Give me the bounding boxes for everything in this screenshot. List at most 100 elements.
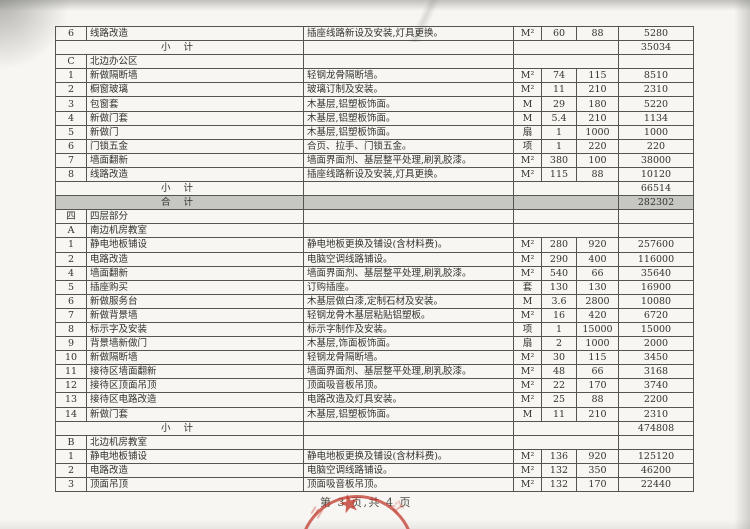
total-cell [618,209,694,225]
quote-table-body: 6 线路改造 插座线路新设及安装,灯具更换。 M² 60 88 5280 小 计 35034 C 北… [55,25,694,493]
quantity-cell: 25 [541,392,577,408]
description-cell: 木基层,铝塑板饰面。 [303,110,514,126]
total-cell: 2310 [618,82,694,98]
unit-price-cell: 350 [576,462,619,479]
total-cell: 3740 [618,378,694,394]
unit-cell: M² [513,350,542,366]
unit-cell: M² [513,265,542,281]
row-number-cell: 2 [55,462,87,479]
merged-empty-cell [513,223,619,239]
table-row: 7 新做背景墙 轻钢龙骨木基层粘贴铝塑板。 M² 16 420 6720 [55,307,694,323]
description-cell: 订购插座。 [303,279,514,295]
unit-cell: M² [513,251,542,267]
quantity-cell: 540 [541,265,577,281]
description-cell: 墙面界面剂、基层整平处理,刷乳胶漆。 [303,152,514,168]
item-name-cell: 插座购买 [86,279,304,295]
total-cell: 125120 [618,448,694,464]
row-number-cell: 5 [55,124,87,140]
total-cell [618,223,694,239]
quantity-cell: 1 [541,321,577,338]
total-cell: 5280 [618,25,694,42]
merged-empty-cell [513,181,619,197]
total-cell: 66514 [618,181,694,197]
description-cell: 轻钢龙骨隔断墙。 [303,68,514,84]
unit-price-cell: 420 [576,307,619,323]
quantity-cell: 380 [541,152,577,168]
quantity-cell: 1 [541,124,577,140]
table-row: 12 接待区顶面吊顶 顶面吸音板吊顶。 M² 22 170 3740 [55,378,694,394]
total-cell: 2310 [618,406,694,422]
description-cell: 静电地板更换及铺设(含材料费)。 [303,448,514,464]
row-number-cell: 4 [55,265,87,281]
merged-empty-cell [513,54,619,70]
total-cell: 10120 [618,166,694,183]
table-row: 2 橱窗玻璃 玻璃订制及安装。 M² 11 210 2310 [55,82,694,98]
row-number-cell: 3 [55,96,87,112]
item-name-cell: 线路改造 [86,25,304,42]
red-seal-stamp: ★ 三 江 [296,487,422,529]
section-name-cell: 北边办公区 [86,54,304,70]
description-cell [303,434,514,450]
quantity-cell: 136 [541,448,577,464]
merged-empty-cell [513,195,619,211]
quantity-cell: 290 [541,251,577,267]
table-row: 9 背景墙新做门 木基层,饰面板饰面。扇 2 1000 2000 [55,336,694,352]
row-number-cell: 4 [55,110,87,126]
table-row: 2 电路改造 电脑空调线路铺设。 M² 290 400 116000 [55,251,694,267]
quantity-cell: 115 [541,166,577,183]
quantity-cell: 11 [541,406,577,422]
total-cell: 3168 [618,364,694,380]
unit-price-cell: 88 [576,392,619,408]
unit-cell: M [513,110,542,126]
table-row: 1 新做隔断墙 轻钢龙骨隔断墙。 M² 74 115 8510 [55,68,694,84]
unit-price-cell: 88 [576,166,619,183]
unit-cell: M² [513,448,542,464]
row-number-cell: 1 [55,237,87,253]
quantity-cell: 16 [541,307,577,323]
unit-cell: M² [513,25,542,42]
total-cell [618,434,694,450]
unit-price-cell: 210 [576,110,619,126]
description-cell: 插座线路新设及安装,灯具更换。 [303,166,514,183]
table-row: 小 计 66514 [55,181,694,197]
description-cell: 电脑空调线路铺设。 [303,462,514,479]
row-number-cell: 1 [55,448,87,464]
unit-cell: M² [513,462,542,479]
total-cell: 15000 [618,321,694,338]
quantity-cell: 29 [541,96,577,112]
row-number-cell: 2 [55,251,87,267]
unit-price-cell: 115 [576,350,619,366]
table-row: 1 静电地板铺设 静电地板更换及铺设(含材料费)。 M² 136 920 125120 [55,448,694,464]
table-row: 小 计 35034 [55,40,694,56]
section-number-cell: C [55,54,87,70]
row-number-cell: 14 [55,406,87,422]
total-cell: 6720 [618,307,694,323]
table-row: 6 线路改造 插座线路新设及安装,灯具更换。 M² 60 88 5280 [55,25,694,42]
table-row: 5 新做门 木基层,铝塑板饰面。扇 1 1000 1000 [55,124,694,140]
section-number-cell: A [55,223,87,239]
table-row: 4 墙面翻新 墙面界面剂、基层整平处理,刷乳胶漆。 M² 540 66 35640 [55,265,694,281]
table-row: 4 新做门套 木基层,铝塑板饰面。 M 5.4 210 1134 [55,110,694,126]
item-name-cell: 包窗套 [86,96,304,112]
item-name-cell: 新做服务台 [86,293,304,309]
item-name-cell: 电路改造 [86,462,304,479]
quantity-cell: 132 [541,476,577,493]
row-number-cell: 8 [55,321,87,338]
section-name-cell: 南边机房教室 [86,223,304,239]
unit-price-cell: 210 [576,406,619,422]
quantity-cell: 74 [541,68,577,84]
unit-price-cell: 1000 [576,336,619,352]
item-name-cell: 静电地板铺设 [86,237,304,253]
description-cell: 合页、拉手、门锁五金。 [303,138,514,154]
item-name-cell: 背景墙新做门 [86,336,304,352]
description-cell: 木基层,饰面板饰面。 [303,336,514,352]
unit-cell: M² [513,476,542,493]
section-name-cell: 北边机房教室 [86,434,304,450]
quantity-cell: 3.6 [541,293,577,309]
unit-price-cell: 66 [576,265,619,281]
unit-cell: M [513,293,542,309]
total-cell: 2200 [618,392,694,408]
table-row: 合 计 282302 [55,195,694,211]
unit-cell: M² [513,166,542,183]
